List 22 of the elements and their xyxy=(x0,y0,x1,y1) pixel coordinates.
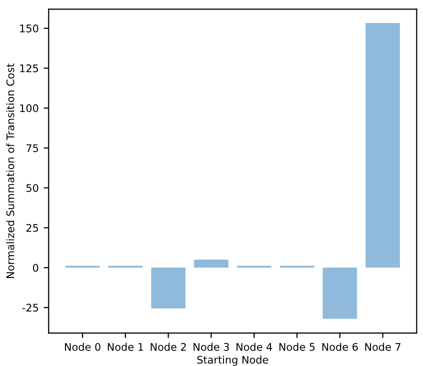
y-tick-label: 25 xyxy=(26,224,38,232)
y-tick-label: 100 xyxy=(20,104,38,112)
x-tick-label: Node 0 xyxy=(64,342,100,351)
x-tick-label: Node 7 xyxy=(365,342,400,351)
y-tick-label: -25 xyxy=(22,304,38,312)
y-tick-label: 0 xyxy=(32,264,38,272)
bar xyxy=(322,268,358,319)
x-tick-label: Node 3 xyxy=(194,342,229,351)
bar xyxy=(366,23,400,268)
x-tick-label: Node 2 xyxy=(150,342,186,351)
x-tick-label: Node 1 xyxy=(108,342,144,351)
bar xyxy=(151,268,186,308)
y-tick-label: 75 xyxy=(26,144,38,152)
x-tick-label: Node 6 xyxy=(322,342,358,351)
y-axis-title: Normalized Summation of Transition Cost xyxy=(6,63,14,278)
x-tick-label: Node 4 xyxy=(236,342,272,351)
y-tick-label: 50 xyxy=(26,184,38,192)
y-tick-label: 150 xyxy=(20,24,38,32)
bar xyxy=(194,260,228,268)
x-axis-title: Starting Node xyxy=(197,356,268,366)
y-tick-label: 125 xyxy=(20,64,38,72)
x-tick-label: Node 5 xyxy=(279,342,315,351)
